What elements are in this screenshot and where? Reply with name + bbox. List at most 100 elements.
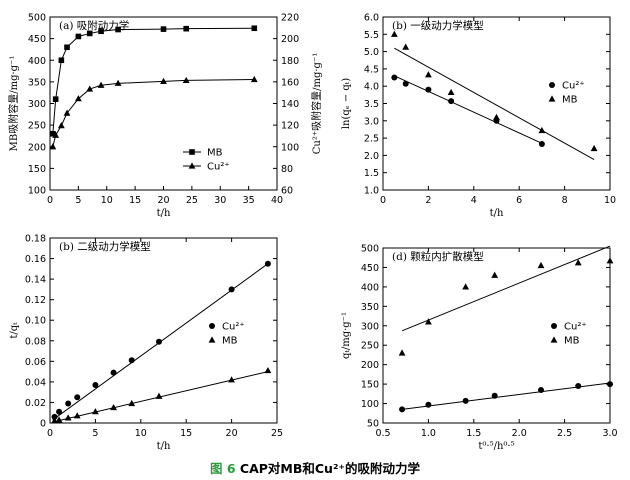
chart-panel-1: 0 5 10 15 20 25 30 35 40 100 150 200 250 300 350 400 450… xyxy=(7,13,323,220)
y2-tick-label: 200 xyxy=(281,34,299,45)
data-point xyxy=(51,413,58,420)
legend: Cu²⁺ MB xyxy=(550,322,587,347)
legend-marker xyxy=(550,336,558,343)
x-axis-label: t/h xyxy=(157,208,171,219)
data-point xyxy=(57,122,65,129)
data-point xyxy=(97,81,105,88)
x-tick-label: 10 xyxy=(604,195,616,206)
data-point xyxy=(228,376,235,383)
data-point xyxy=(538,140,545,147)
legend-marker xyxy=(548,95,556,102)
data-point xyxy=(537,386,544,393)
data-point xyxy=(155,392,163,399)
data-point xyxy=(115,26,121,33)
x-tick-label: 35 xyxy=(243,195,255,206)
chart-panel-2: 0 2 4 6 8 10 1.0 1.5 2.0 2.5 3.0 3.5 4.0 4.5 5.0 5.5 6.0… xyxy=(341,13,616,220)
y-tick-label: 450 xyxy=(28,34,46,45)
data-point xyxy=(491,271,499,278)
legend-marker xyxy=(551,323,557,329)
data-point xyxy=(607,381,613,388)
chart-title: (a) 吸附动力学 xyxy=(59,19,129,32)
data-point xyxy=(92,408,99,415)
y-tick-label: 2.0 xyxy=(364,151,379,162)
y2-tick-label: 80 xyxy=(281,164,293,175)
legend-label: Cu²⁺ xyxy=(207,162,230,173)
data-point xyxy=(425,318,432,325)
y-tick-label: 400 xyxy=(361,282,379,293)
y2-tick-label: 120 xyxy=(281,121,299,132)
y-tick-label: 350 xyxy=(28,77,46,88)
data-point xyxy=(606,257,614,264)
legend-marker xyxy=(188,162,196,169)
x-tick-label: 25 xyxy=(186,195,198,206)
y-axis-label: MB吸附容量/mg·g⁻¹ xyxy=(7,56,20,152)
plot-frame xyxy=(382,247,611,424)
y-tick-label: 6.0 xyxy=(364,13,379,24)
chart-title: (d) 颗粒内扩散模型 xyxy=(392,250,484,263)
plot-frame xyxy=(49,16,278,191)
x-tick-label: 15 xyxy=(180,428,192,439)
x-tick-label: 0.5 xyxy=(375,428,390,439)
data-point xyxy=(98,28,104,35)
y-tick-label: 4.0 xyxy=(364,82,379,93)
data-point xyxy=(402,80,409,87)
x-tick-label: 2 xyxy=(425,195,431,206)
y-tick-label: 450 xyxy=(361,263,379,274)
data-point xyxy=(399,406,406,413)
y-tick-label: 3.5 xyxy=(364,99,379,110)
data-point xyxy=(402,43,410,50)
legend-label: MB xyxy=(222,336,238,347)
x-axis-label: t⁰·⁵/h⁰·⁵ xyxy=(478,441,514,452)
data-point xyxy=(538,126,546,134)
y2-tick-label: 180 xyxy=(281,56,299,67)
data-point xyxy=(55,416,63,423)
fit-line-1 xyxy=(402,382,611,410)
data-point xyxy=(92,381,99,388)
y-tick-label: 0 xyxy=(40,419,46,430)
data-point xyxy=(49,143,57,150)
y2-tick-label: 140 xyxy=(281,99,299,110)
plot-frame xyxy=(49,237,278,424)
data-point xyxy=(63,109,71,116)
y-tick-label: 300 xyxy=(28,99,46,110)
data-point xyxy=(390,30,398,37)
caption-text: CAP对MB和Cu²⁺的吸附动力学 xyxy=(239,461,421,476)
data-point xyxy=(183,25,189,32)
data-point xyxy=(228,286,235,293)
data-point xyxy=(128,399,136,407)
data-point xyxy=(114,79,122,86)
data-point xyxy=(86,85,94,92)
y-tick-label: 5.0 xyxy=(364,47,379,58)
y-tick-label: 300 xyxy=(361,321,379,332)
data-point xyxy=(251,25,258,32)
fit-line-1 xyxy=(394,75,543,144)
x-tick-label: 5 xyxy=(92,428,98,439)
data-point xyxy=(462,397,469,404)
data-point xyxy=(491,392,498,399)
y-tick-label: 0.12 xyxy=(25,295,46,306)
data-point xyxy=(462,283,470,290)
data-point xyxy=(50,130,56,137)
y2-tick-label: 100 xyxy=(281,142,299,153)
fit-line-2 xyxy=(394,47,595,160)
data-point xyxy=(398,349,406,356)
data-point xyxy=(65,400,72,407)
y-tick-label: 1.0 xyxy=(364,186,379,197)
y-tick-label: 150 xyxy=(28,164,46,175)
y-tick-label: 150 xyxy=(361,380,379,391)
y2-tick-label: 160 xyxy=(281,77,299,88)
x-tick-label: 40 xyxy=(271,195,283,206)
y-axis-label: t/qₜ xyxy=(9,322,20,339)
data-point xyxy=(425,401,432,408)
x-tick-label: 10 xyxy=(101,195,113,206)
y-tick-label: 0.16 xyxy=(25,254,46,265)
data-point xyxy=(56,408,63,415)
y-tick-label: 2.5 xyxy=(364,134,379,145)
y-tick-label: 5.5 xyxy=(364,30,379,41)
data-point xyxy=(58,57,65,64)
x-tick-label: 25 xyxy=(271,428,283,439)
x-tick-label: 4 xyxy=(471,195,477,206)
y2-tick-label: 60 xyxy=(281,186,293,197)
y-tick-label: 0.10 xyxy=(25,316,46,327)
y2-axis-label: Cu²⁺吸附容量/mg·g⁻¹ xyxy=(310,53,323,155)
